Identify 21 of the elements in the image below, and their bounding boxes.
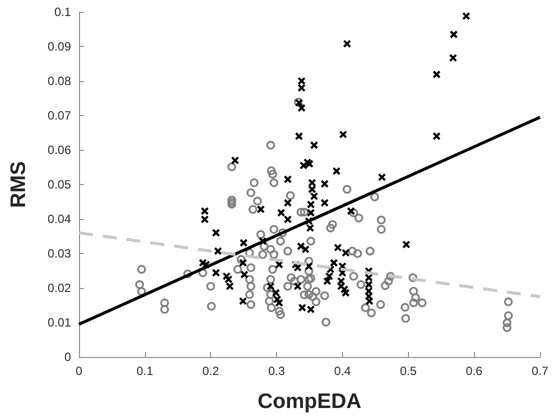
y-tick-label: 0.05 [48,178,72,192]
x-tick-label: 0.6 [466,364,483,378]
y-tick-label: 0.06 [48,143,72,157]
y-tick-label: 0.02 [48,281,72,295]
y-tick-label: 0.04 [48,212,72,226]
x-tick-label: 0.7 [532,364,549,378]
x-tick-label: 0.4 [334,364,352,378]
y-tick-label: 0.03 [48,246,72,260]
x-tick-label: 0 [76,364,83,378]
y-tick-label: 0 [64,350,72,364]
x-axis-title: CompEDA [258,390,362,413]
y-tick-label: 0.09 [48,40,72,54]
x-tick-label: 0.3 [268,364,286,378]
y-tick-label: 0.01 [48,316,72,330]
y-tick-label: 0.1 [54,5,72,19]
y-axis-title: RMS [7,161,30,208]
x-tick-label: 0.5 [400,364,417,378]
y-tick-label: 0.07 [48,108,72,122]
x-tick-label: 0.1 [136,364,154,378]
x-tick-label: 0.2 [202,364,220,378]
y-tick-label: 0.08 [48,74,72,88]
